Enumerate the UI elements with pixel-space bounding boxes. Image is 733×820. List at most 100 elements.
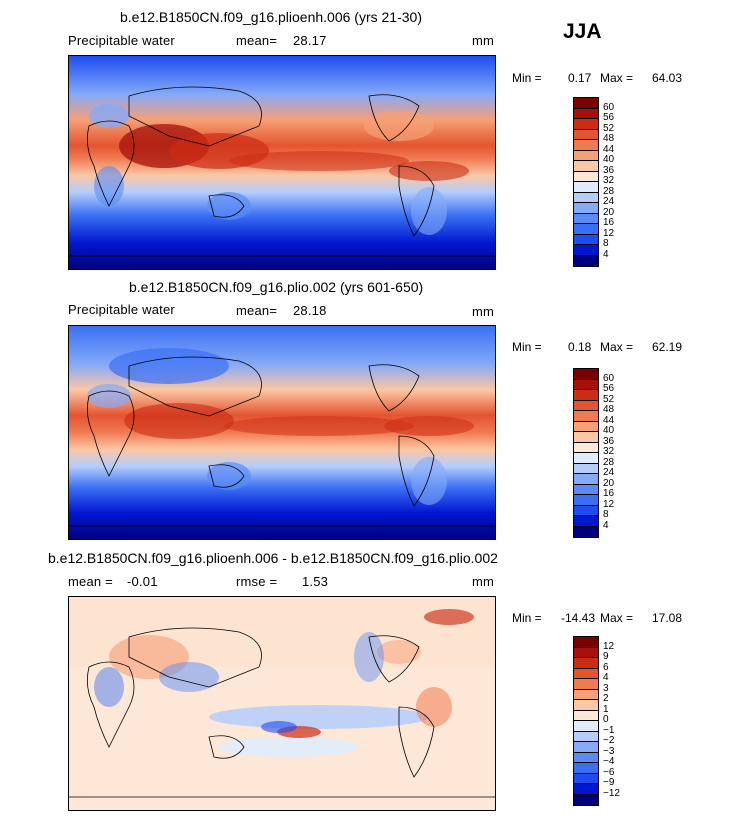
colorbar-tick-label: 2 <box>603 693 609 704</box>
colorbar-tick-label: 32 <box>603 175 615 186</box>
colorbar-segment <box>574 721 598 732</box>
colorbar-segment <box>574 784 598 795</box>
colorbar-tick-label: 48 <box>603 404 615 415</box>
colorbar-tick-label: 8 <box>603 509 609 520</box>
colorbar-tick-label: 36 <box>603 164 615 176</box>
panel2-max-value: 62.19 <box>652 340 683 354</box>
colorbar-segment <box>574 526 598 537</box>
panel1-mean-value: 28.17 <box>293 33 327 48</box>
colorbar-segment <box>574 234 598 245</box>
colorbar-segment <box>574 182 598 193</box>
colorbar-tick-label: 32 <box>603 446 615 457</box>
colorbar-segment <box>574 516 598 527</box>
panel3-colorbar <box>573 636 599 806</box>
colorbar-segment <box>574 432 598 443</box>
colorbar-segment <box>574 731 598 742</box>
colorbar-tick-label: 0 <box>603 714 609 725</box>
colorbar-tick-label: 44 <box>603 414 615 426</box>
colorbar-segment <box>574 647 598 658</box>
panel2-map-svg <box>69 326 495 539</box>
colorbar-segment <box>574 453 598 464</box>
colorbar-tick-label: 4 <box>603 519 609 531</box>
colorbar-segment <box>574 421 598 432</box>
colorbar-tick-label: 52 <box>603 122 615 134</box>
panel2-variable: Precipitable water <box>68 302 175 317</box>
panel1-map <box>68 55 496 270</box>
colorbar-segment <box>574 224 598 235</box>
panel2-mean-label: mean= <box>236 303 278 318</box>
colorbar-tick-label: −1 <box>603 724 615 736</box>
panel2-units: mm <box>472 304 495 319</box>
colorbar-segment <box>574 463 598 474</box>
colorbar-segment <box>574 474 598 485</box>
colorbar-tick-label: 56 <box>603 383 615 394</box>
panel3-max-value: 17.08 <box>652 611 683 625</box>
panel1-max-value: 64.03 <box>652 71 683 85</box>
panel1-title: b.e12.B1850CN.f09_g16.plioenh.006 (yrs 2… <box>120 9 422 25</box>
colorbar-segment <box>574 505 598 516</box>
panel1-max-label: Max = <box>600 71 634 85</box>
colorbar-tick-label: 48 <box>603 133 615 144</box>
colorbar-tick-label: −3 <box>603 745 615 757</box>
colorbar-tick-label: −6 <box>603 766 615 778</box>
colorbar-tick-label: 20 <box>603 206 615 218</box>
colorbar-tick-label: 8 <box>603 238 609 249</box>
colorbar-tick-label: 24 <box>603 467 615 478</box>
colorbar-tick-label: 4 <box>603 672 609 683</box>
panel3-rmse-label: rmse = <box>236 574 278 589</box>
panel1-units: mm <box>472 33 495 48</box>
colorbar-segment <box>574 369 598 380</box>
colorbar-segment <box>574 171 598 182</box>
colorbar-tick-label: 12 <box>603 498 615 510</box>
colorbar-segment <box>574 390 598 401</box>
colorbar-tick-label: 60 <box>603 101 615 113</box>
colorbar-segment <box>574 98 598 109</box>
colorbar-segment <box>574 742 598 753</box>
panel2-mean-value: 28.18 <box>293 303 327 318</box>
colorbar-segment <box>574 192 598 203</box>
panel3-map-svg <box>69 597 495 810</box>
colorbar-segment <box>574 108 598 119</box>
colorbar-segment <box>574 213 598 224</box>
panel3-rmse-value: 1.53 <box>302 574 329 589</box>
colorbar-tick-label: 56 <box>603 112 615 123</box>
colorbar-segment <box>574 637 598 648</box>
panel2-min-value: 0.18 <box>568 340 592 354</box>
colorbar-segment <box>574 400 598 411</box>
colorbar-tick-label: 28 <box>603 185 615 197</box>
panel1-mean-label: mean= <box>236 33 278 48</box>
colorbar-tick-label: 52 <box>603 393 615 405</box>
colorbar-tick-label: 28 <box>603 456 615 468</box>
panel2-title: b.e12.B1850CN.f09_g16.plio.002 (yrs 601-… <box>129 279 424 295</box>
panel1-variable: Precipitable water <box>68 33 175 48</box>
panel1-colorbar <box>573 97 599 267</box>
panel1-min-value: 0.17 <box>568 71 592 85</box>
colorbar-tick-label: 3 <box>603 682 609 694</box>
colorbar-segment <box>574 773 598 784</box>
panel3-min-label: Min = <box>512 611 542 625</box>
colorbar-segment <box>574 245 598 256</box>
panel1-min-label: Min = <box>512 71 542 85</box>
colorbar-tick-label: 60 <box>603 372 615 384</box>
colorbar-tick-label: −12 <box>603 787 620 799</box>
colorbar-segment <box>574 129 598 140</box>
panel2-max-label: Max = <box>600 340 634 354</box>
panel2-min-label: Min = <box>512 340 542 354</box>
colorbar-tick-label: 40 <box>603 425 615 436</box>
panel3-mean-value: -0.01 <box>127 574 158 589</box>
colorbar-segment <box>574 700 598 711</box>
colorbar-segment <box>574 658 598 669</box>
colorbar-tick-label: 44 <box>603 143 615 155</box>
colorbar-segment <box>574 484 598 495</box>
colorbar-segment <box>574 710 598 721</box>
panel1-map-svg <box>69 56 495 269</box>
colorbar-segment <box>574 442 598 453</box>
colorbar-tick-label: 40 <box>603 154 615 165</box>
colorbar-tick-label: 6 <box>603 661 609 673</box>
colorbar-tick-label: −2 <box>603 735 615 746</box>
colorbar-segment <box>574 140 598 151</box>
panel3-title: b.e12.B1850CN.f09_g16.plioenh.006 - b.e1… <box>48 550 498 566</box>
colorbar-tick-label: 9 <box>603 651 609 662</box>
colorbar-segment <box>574 679 598 690</box>
colorbar-segment <box>574 794 598 805</box>
